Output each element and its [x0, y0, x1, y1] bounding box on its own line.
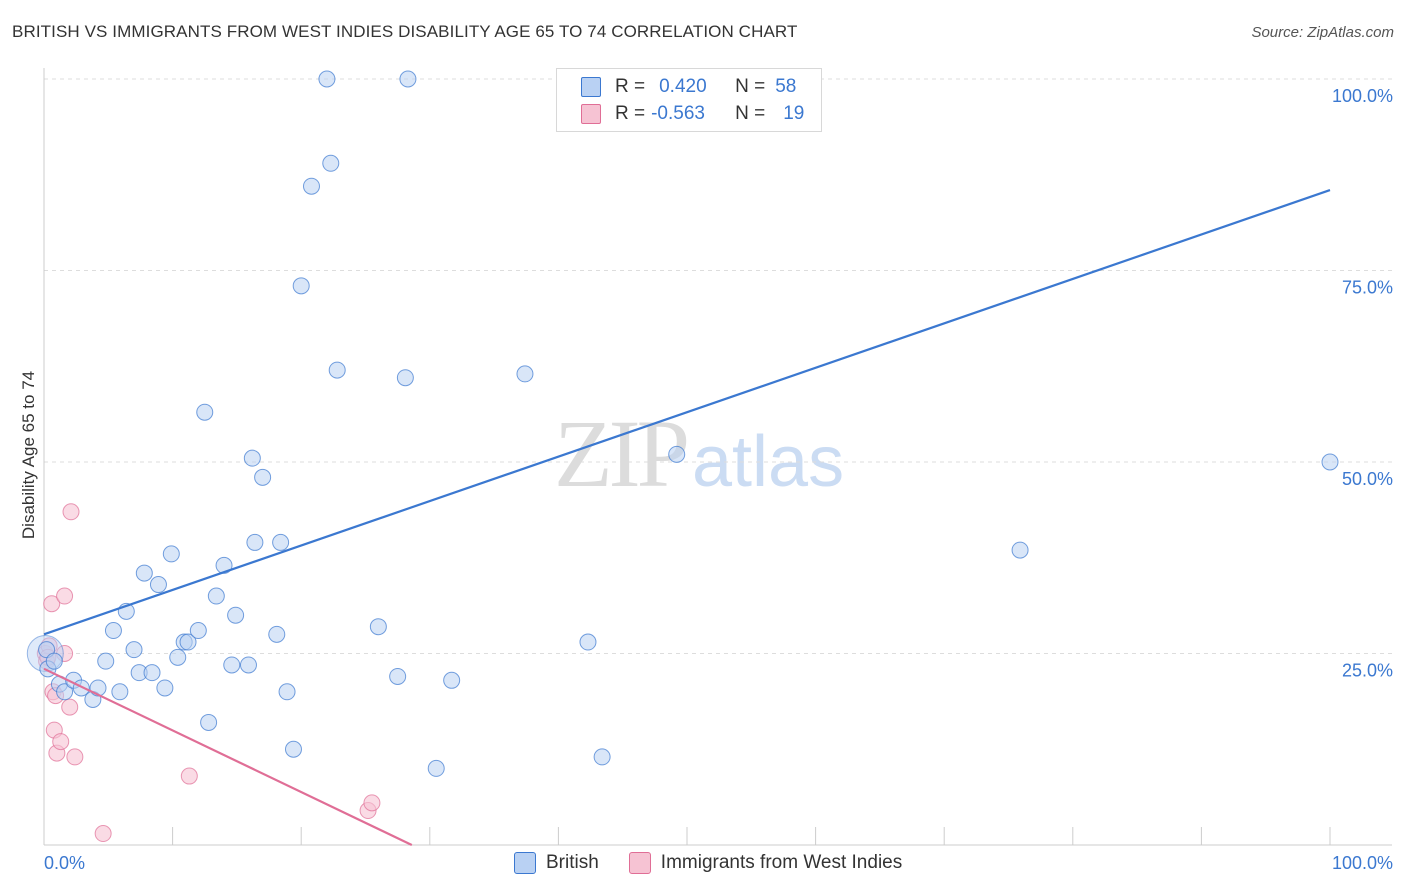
westindies-point — [43, 595, 61, 613]
british-point — [268, 625, 286, 643]
british-point — [239, 656, 257, 674]
british-point — [215, 556, 233, 574]
british-point — [399, 70, 417, 88]
british-point — [189, 622, 207, 640]
british-legend-label: British — [546, 852, 599, 873]
source-label: Source: ZipAtlas.com — [1251, 24, 1394, 41]
westindies-point — [62, 503, 80, 521]
british-point — [207, 587, 225, 605]
y-tick-label: 100.0% — [1332, 86, 1393, 106]
westindies-point — [61, 698, 79, 716]
british-point — [369, 618, 387, 636]
british-point — [1321, 453, 1339, 471]
grid-lines — [44, 78, 1392, 654]
series-legend: British Immigrants from West Indies — [514, 852, 902, 874]
tick-labels: 25.0% 50.0% 75.0% 100.0% 0.0% 100.0% — [44, 86, 1393, 873]
legend-row-westindies: R = -0.563 N = 19 — [581, 101, 804, 127]
british-point — [272, 533, 290, 551]
british-point — [143, 664, 161, 682]
westindies-r-value: -0.563 — [651, 103, 705, 124]
british-point — [56, 683, 74, 701]
british-point — [162, 545, 180, 563]
british-point — [396, 369, 414, 387]
british-point — [579, 633, 597, 651]
british-point — [318, 70, 336, 88]
british-point — [97, 652, 115, 670]
y-axis-label: Disability Age 65 to 74 — [19, 371, 38, 539]
westindies-point — [52, 733, 70, 751]
westindies-point — [180, 767, 198, 785]
west-indies-points — [36, 503, 381, 843]
watermark-zip: ZIP — [554, 400, 690, 507]
british-point — [135, 564, 153, 582]
british-point — [389, 667, 407, 685]
british-n-value: 58 — [775, 76, 797, 97]
westindies-trendline — [43, 667, 413, 846]
british-point — [443, 671, 461, 689]
british-point — [125, 641, 143, 659]
x-tick-label-min: 0.0% — [44, 853, 85, 873]
british-point — [427, 759, 445, 777]
british-point — [593, 748, 611, 766]
british-r-value: 0.420 — [659, 76, 707, 97]
westindies-point — [94, 825, 112, 843]
british-point — [200, 713, 218, 731]
british-points — [26, 70, 1339, 777]
westindies-point — [363, 794, 381, 812]
watermark: ZIPatlas — [554, 398, 844, 509]
british-point — [179, 633, 197, 651]
westindies-swatch — [581, 104, 601, 124]
british-point — [302, 177, 320, 195]
british-r-label: R = — [615, 76, 646, 97]
british-point — [254, 468, 272, 486]
british-point — [227, 606, 245, 624]
correlation-legend: R = 0.420 N = 58 R = -0.563 N = 19 — [556, 68, 822, 132]
british-point — [149, 576, 167, 594]
british-n-label: N = — [735, 76, 766, 97]
british-point — [516, 365, 534, 383]
british-point — [246, 533, 264, 551]
x-tick-label-max: 100.0% — [1332, 853, 1393, 873]
british-point — [292, 277, 310, 295]
westindies-n-value: 19 — [783, 103, 805, 124]
british-point — [196, 403, 214, 421]
british-legend-swatch — [514, 852, 536, 874]
westindies-legend-swatch — [628, 852, 651, 874]
british-point — [322, 154, 340, 172]
british-point — [223, 656, 241, 674]
british-trendline — [43, 189, 1331, 636]
british-point — [284, 740, 302, 758]
y-tick-label: 75.0% — [1342, 278, 1393, 298]
legend-row-british: R = 0.420 N = 58 — [581, 74, 796, 100]
british-point — [668, 445, 686, 463]
y-tick-label: 50.0% — [1342, 469, 1393, 489]
westindies-n-label: N = — [735, 103, 766, 124]
british-point — [111, 683, 129, 701]
westindies-legend-label: Immigrants from West Indies — [660, 852, 903, 873]
british-point — [104, 622, 122, 640]
british-point — [278, 683, 296, 701]
y-tick-label: 25.0% — [1342, 661, 1393, 681]
westindies-r-label: R = — [615, 103, 646, 124]
british-point — [156, 679, 174, 697]
british-point — [243, 449, 261, 467]
british-point — [328, 361, 346, 379]
trend-lines — [43, 189, 1331, 846]
british-point — [45, 652, 63, 670]
british-swatch — [581, 77, 601, 97]
chart-title: BRITISH VS IMMIGRANTS FROM WEST INDIES D… — [12, 22, 798, 41]
british-point — [169, 648, 187, 666]
westindies-point — [56, 587, 74, 605]
westindies-point — [66, 748, 84, 766]
british-point — [1011, 541, 1029, 559]
axes — [43, 68, 1392, 846]
